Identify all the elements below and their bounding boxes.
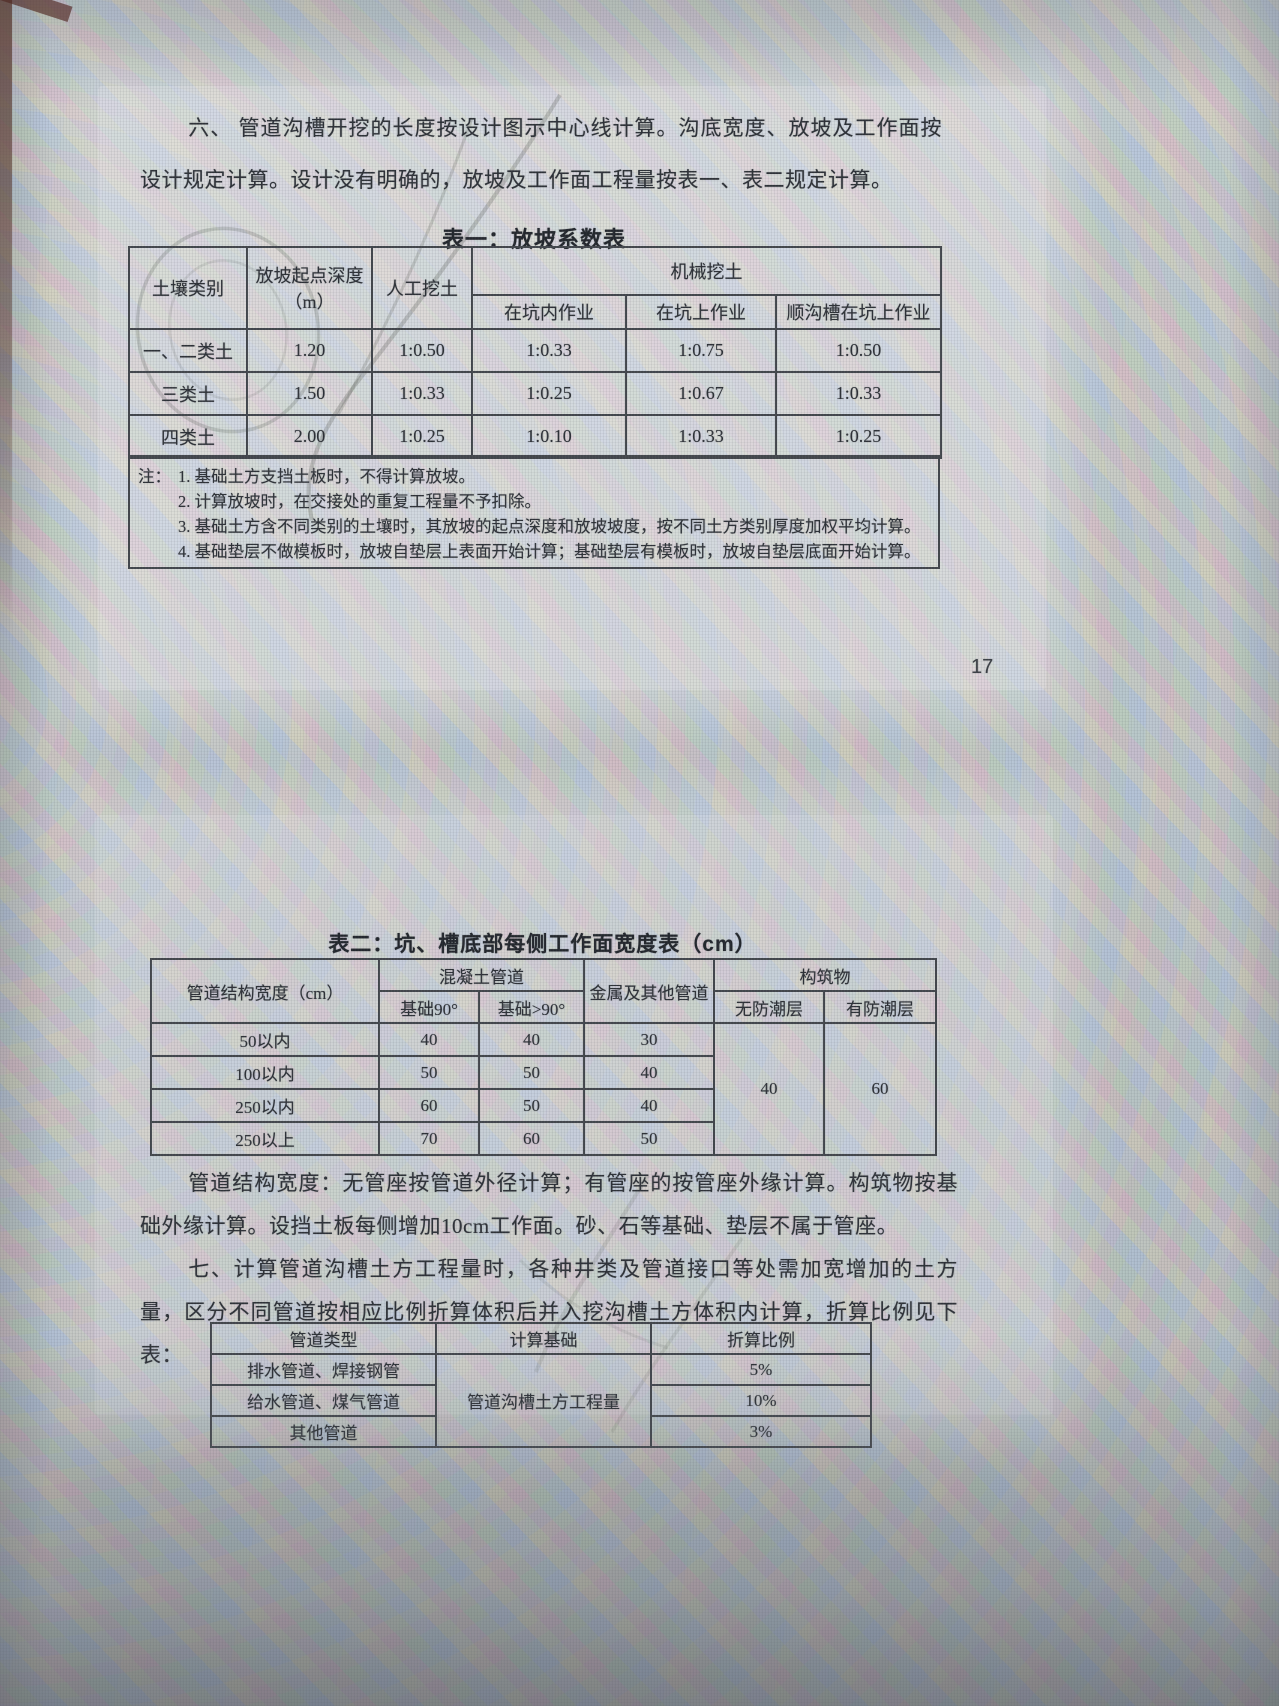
table-cell: 50 (378, 1055, 480, 1090)
table-cell: 50以内 (150, 1022, 380, 1057)
table-cell: 100以内 (150, 1055, 380, 1090)
table-cell: 250以内 (150, 1088, 380, 1123)
table-cell: 1.50 (246, 371, 373, 416)
col-header-slope-start-depth-unit: （m） (284, 292, 335, 312)
table-cell: 40 (583, 1088, 715, 1123)
note-line: 4. 基础垫层不做模板时，放坡自垫层上表面开始计算；基础垫层有模板时，放坡自垫层… (178, 542, 921, 561)
table-cell: 1:0.75 (625, 328, 777, 373)
page-number: 17 (971, 656, 994, 678)
table-cell: 50 (583, 1121, 715, 1156)
table-cell: 50 (478, 1055, 585, 1090)
table-cell: 1:0.50 (371, 328, 473, 373)
paragraph-pipe-structure-width: 管道结构宽度：无管座按管道外径计算；有管座的按管座外缘计算。构筑物按基础外缘计算… (140, 1171, 958, 1238)
table-cell: 1:0.50 (775, 328, 942, 373)
col-header-manual-excavation: 人工挖土 (371, 246, 473, 330)
table-cell: 其他管道 (210, 1415, 437, 1448)
col-header-along-trench: 顺沟槽在坑上作业 (775, 294, 942, 330)
note-line: 2. 计算放坡时，在交接处的重复工程量不予扣除。 (178, 492, 541, 511)
col-header-soil-type: 土壤类别 (128, 246, 248, 330)
col-header-structures: 构筑物 (713, 958, 937, 992)
table-cell: 60 (378, 1088, 480, 1123)
table-cell: 70 (378, 1121, 480, 1156)
col-header-calc-base: 计算基础 (435, 1322, 652, 1355)
table-cell: 40 (583, 1055, 715, 1090)
note-line: 3. 基础土方含不同类别的土壤时，其放坡的起点深度和放坡坡度，按不同土方类别厚度… (178, 517, 921, 536)
col-header-concrete-pipe: 混凝土管道 (378, 958, 585, 992)
col-header-in-pit: 在坑内作业 (471, 294, 627, 330)
col-header-pipe-structure-width: 管道结构宽度（cm） (150, 958, 380, 1024)
table-cell: 一、二类土 (128, 328, 248, 373)
table-cell: 三类土 (128, 371, 248, 416)
table1-notes-box: 注： 1. 基础土方支挡土板时，不得计算放坡。 2. 计算放坡时，在交接处的重复… (128, 455, 940, 569)
col-header-base-gt90: 基础>90° (478, 990, 585, 1024)
col-header-no-dampproof: 无防潮层 (713, 990, 825, 1024)
table-row: 四类土 2.00 1:0.25 1:0.10 1:0.33 1:0.25 (128, 414, 942, 459)
table-cell-merged-calc-base: 管道沟槽土方工程量 (435, 1353, 652, 1448)
table-cell: 1:0.33 (775, 371, 942, 416)
table-cell-merged-no-dampproof: 40 (713, 1022, 825, 1156)
table-cell: 1:0.33 (471, 328, 627, 373)
notes-lines: 1. 基础土方支挡土板时，不得计算放坡。 2. 计算放坡时，在交接处的重复工程量… (178, 464, 921, 563)
table-cell: 排水管道、焊接钢管 (210, 1353, 437, 1386)
note-line: 1. 基础土方支挡土板时，不得计算放坡。 (178, 467, 475, 486)
table-cell: 1:0.25 (471, 371, 627, 416)
col-header-base-90: 基础90° (378, 990, 480, 1024)
table-cell: 3% (650, 1415, 872, 1448)
table-cell: 1.20 (246, 328, 373, 373)
col-header-slope-start-depth: 放坡起点深度 （m） (246, 246, 373, 330)
notes-label: 注： (138, 467, 171, 486)
workface-width-table: 管道结构宽度（cm） 混凝土管道 金属及其他管道 构筑物 基础90° 基础>90… (150, 958, 937, 1156)
paragraph-six: 六、 管道沟槽开挖的长度按设计图示中心线计算。沟底宽度、放坡及工作面按设计规定计… (140, 116, 942, 192)
table-cell: 1:0.10 (471, 414, 627, 459)
table-row: 排水管道、焊接钢管 管道沟槽土方工程量 5% (210, 1353, 872, 1448)
table2-title: 表二：坑、槽底部每侧工作面宽度表（cm） (328, 933, 757, 956)
table-cell: 1:0.33 (371, 371, 473, 416)
table-cell: 四类土 (128, 414, 248, 459)
col-header-pipe-type: 管道类型 (210, 1322, 437, 1355)
col-header-on-pit: 在坑上作业 (625, 294, 777, 330)
table-cell-merged-dampproof: 60 (823, 1022, 937, 1156)
table-cell: 250以上 (150, 1121, 380, 1156)
table-cell: 给水管道、煤气管道 (210, 1384, 437, 1417)
table-cell: 30 (583, 1022, 715, 1057)
table-row: 50以内 40 40 30 40 60 (150, 1022, 937, 1156)
conversion-ratio-table: 管道类型 计算基础 折算比例 排水管道、焊接钢管 管道沟槽土方工程量 5% 给水… (210, 1322, 872, 1448)
table-cell: 1:0.67 (625, 371, 777, 416)
col-header-conversion-ratio: 折算比例 (650, 1322, 872, 1355)
table-row: 三类土 1.50 1:0.33 1:0.25 1:0.67 1:0.33 (128, 371, 942, 416)
table-cell: 1:0.25 (775, 414, 942, 459)
table-cell: 1:0.25 (371, 414, 473, 459)
table-cell: 2.00 (246, 414, 373, 459)
col-header-slope-start-depth-text: 放坡起点深度 (255, 266, 364, 286)
table-cell: 50 (478, 1088, 585, 1123)
table-cell: 5% (650, 1353, 872, 1386)
table-cell: 1:0.33 (625, 414, 777, 459)
table-cell: 40 (478, 1022, 585, 1057)
table-cell: 10% (650, 1384, 872, 1417)
col-header-machine-excavation: 机械挖土 (471, 246, 942, 296)
slope-coefficient-table: 土壤类别 放坡起点深度 （m） 人工挖土 机械挖土 在坑内作业 在坑上作业 顺沟… (128, 246, 942, 459)
col-header-metal-other-pipe: 金属及其他管道 (583, 958, 715, 1024)
col-header-dampproof: 有防潮层 (823, 990, 937, 1024)
table-cell: 40 (378, 1022, 480, 1057)
table-cell: 60 (478, 1121, 585, 1156)
table-row: 一、二类土 1.20 1:0.50 1:0.33 1:0.75 1:0.50 (128, 328, 942, 373)
